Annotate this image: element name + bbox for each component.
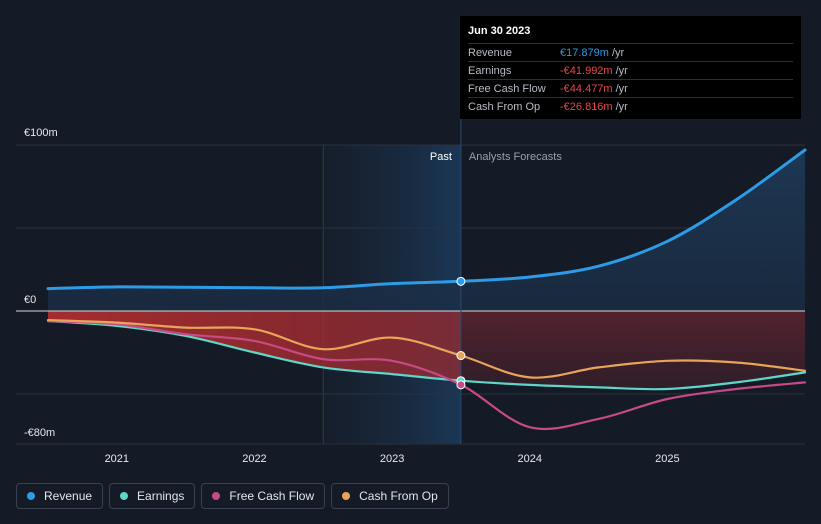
legend-item-label: Earnings (137, 489, 185, 503)
tooltip-row-label: Cash From Op (468, 100, 541, 113)
cash-from-op-line (46, 319, 807, 379)
revenue-line (46, 148, 807, 291)
y-tick-label: €100m (24, 127, 58, 139)
tooltip-row: Cash From Op -€26.816m/yr (468, 97, 793, 115)
tooltip-row-unit: /yr (615, 82, 628, 95)
y-tick-label: -€80m (24, 427, 55, 439)
x-tick-label: 2024 (517, 453, 541, 465)
tooltip-row-unit: /yr (615, 64, 628, 77)
tooltip-date: Jun 30 2023 (468, 25, 531, 37)
legend-item-cash-from-op[interactable]: Cash From Op (331, 483, 449, 509)
earnings-area-forecast (460, 311, 805, 390)
tooltip: Jun 30 2023 Revenue €17.879m/yr Earnings -€… (460, 16, 801, 119)
tooltip-row-value: -€26.816m (560, 100, 613, 113)
earnings-line (46, 319, 807, 391)
tooltip-row-label: Free Cash Flow (468, 82, 546, 95)
tooltip-row-unit: /yr (615, 100, 628, 113)
tooltip-row-value: -€44.477m (560, 82, 613, 95)
legend-item-revenue[interactable]: Revenue (16, 483, 104, 509)
forecast-label: Analysts Forecasts (469, 151, 562, 163)
x-tick-label: 2021 (105, 453, 129, 465)
legend-dot-icon (27, 492, 35, 500)
free-cash-flow-line (46, 319, 807, 431)
tooltip-row: Earnings -€41.992m/yr (468, 61, 793, 79)
legend-dot-icon (212, 492, 221, 500)
revenue-marker (456, 276, 466, 286)
past-label: Past (430, 151, 452, 163)
free-cash-flow-marker (456, 380, 466, 390)
cash-from-op-marker (456, 351, 466, 361)
y-tick-label: €0 (24, 294, 36, 306)
legend-item-label: Revenue (44, 489, 93, 503)
tooltip-row-unit: /yr (611, 46, 625, 59)
revenue-area (48, 150, 805, 311)
tooltip-row-value: -€41.992m (560, 64, 613, 77)
legend-dot-icon (342, 492, 351, 500)
tooltip-row: Revenue €17.879m/yr (468, 43, 793, 61)
x-tick-label: 2022 (242, 453, 266, 465)
tooltip-row-label: Earnings (468, 64, 512, 77)
legend-item-free-cash-flow[interactable]: Free Cash Flow (201, 483, 326, 509)
legend: Revenue Earnings Free Cash Flow Cash From O… (16, 483, 449, 509)
legend-item-label: Free Cash Flow (229, 489, 315, 503)
x-tick-label: 2025 (655, 453, 679, 465)
tooltip-row-label: Revenue (468, 46, 513, 59)
legend-item-label: Cash From Op (359, 489, 438, 503)
x-tick-label: 2023 (380, 453, 404, 465)
legend-item-earnings[interactable]: Earnings (109, 483, 196, 509)
tooltip-row: Free Cash Flow -€44.477m/yr (468, 79, 793, 97)
tooltip-row-value: €17.879m (560, 46, 609, 59)
legend-dot-icon (120, 492, 129, 500)
